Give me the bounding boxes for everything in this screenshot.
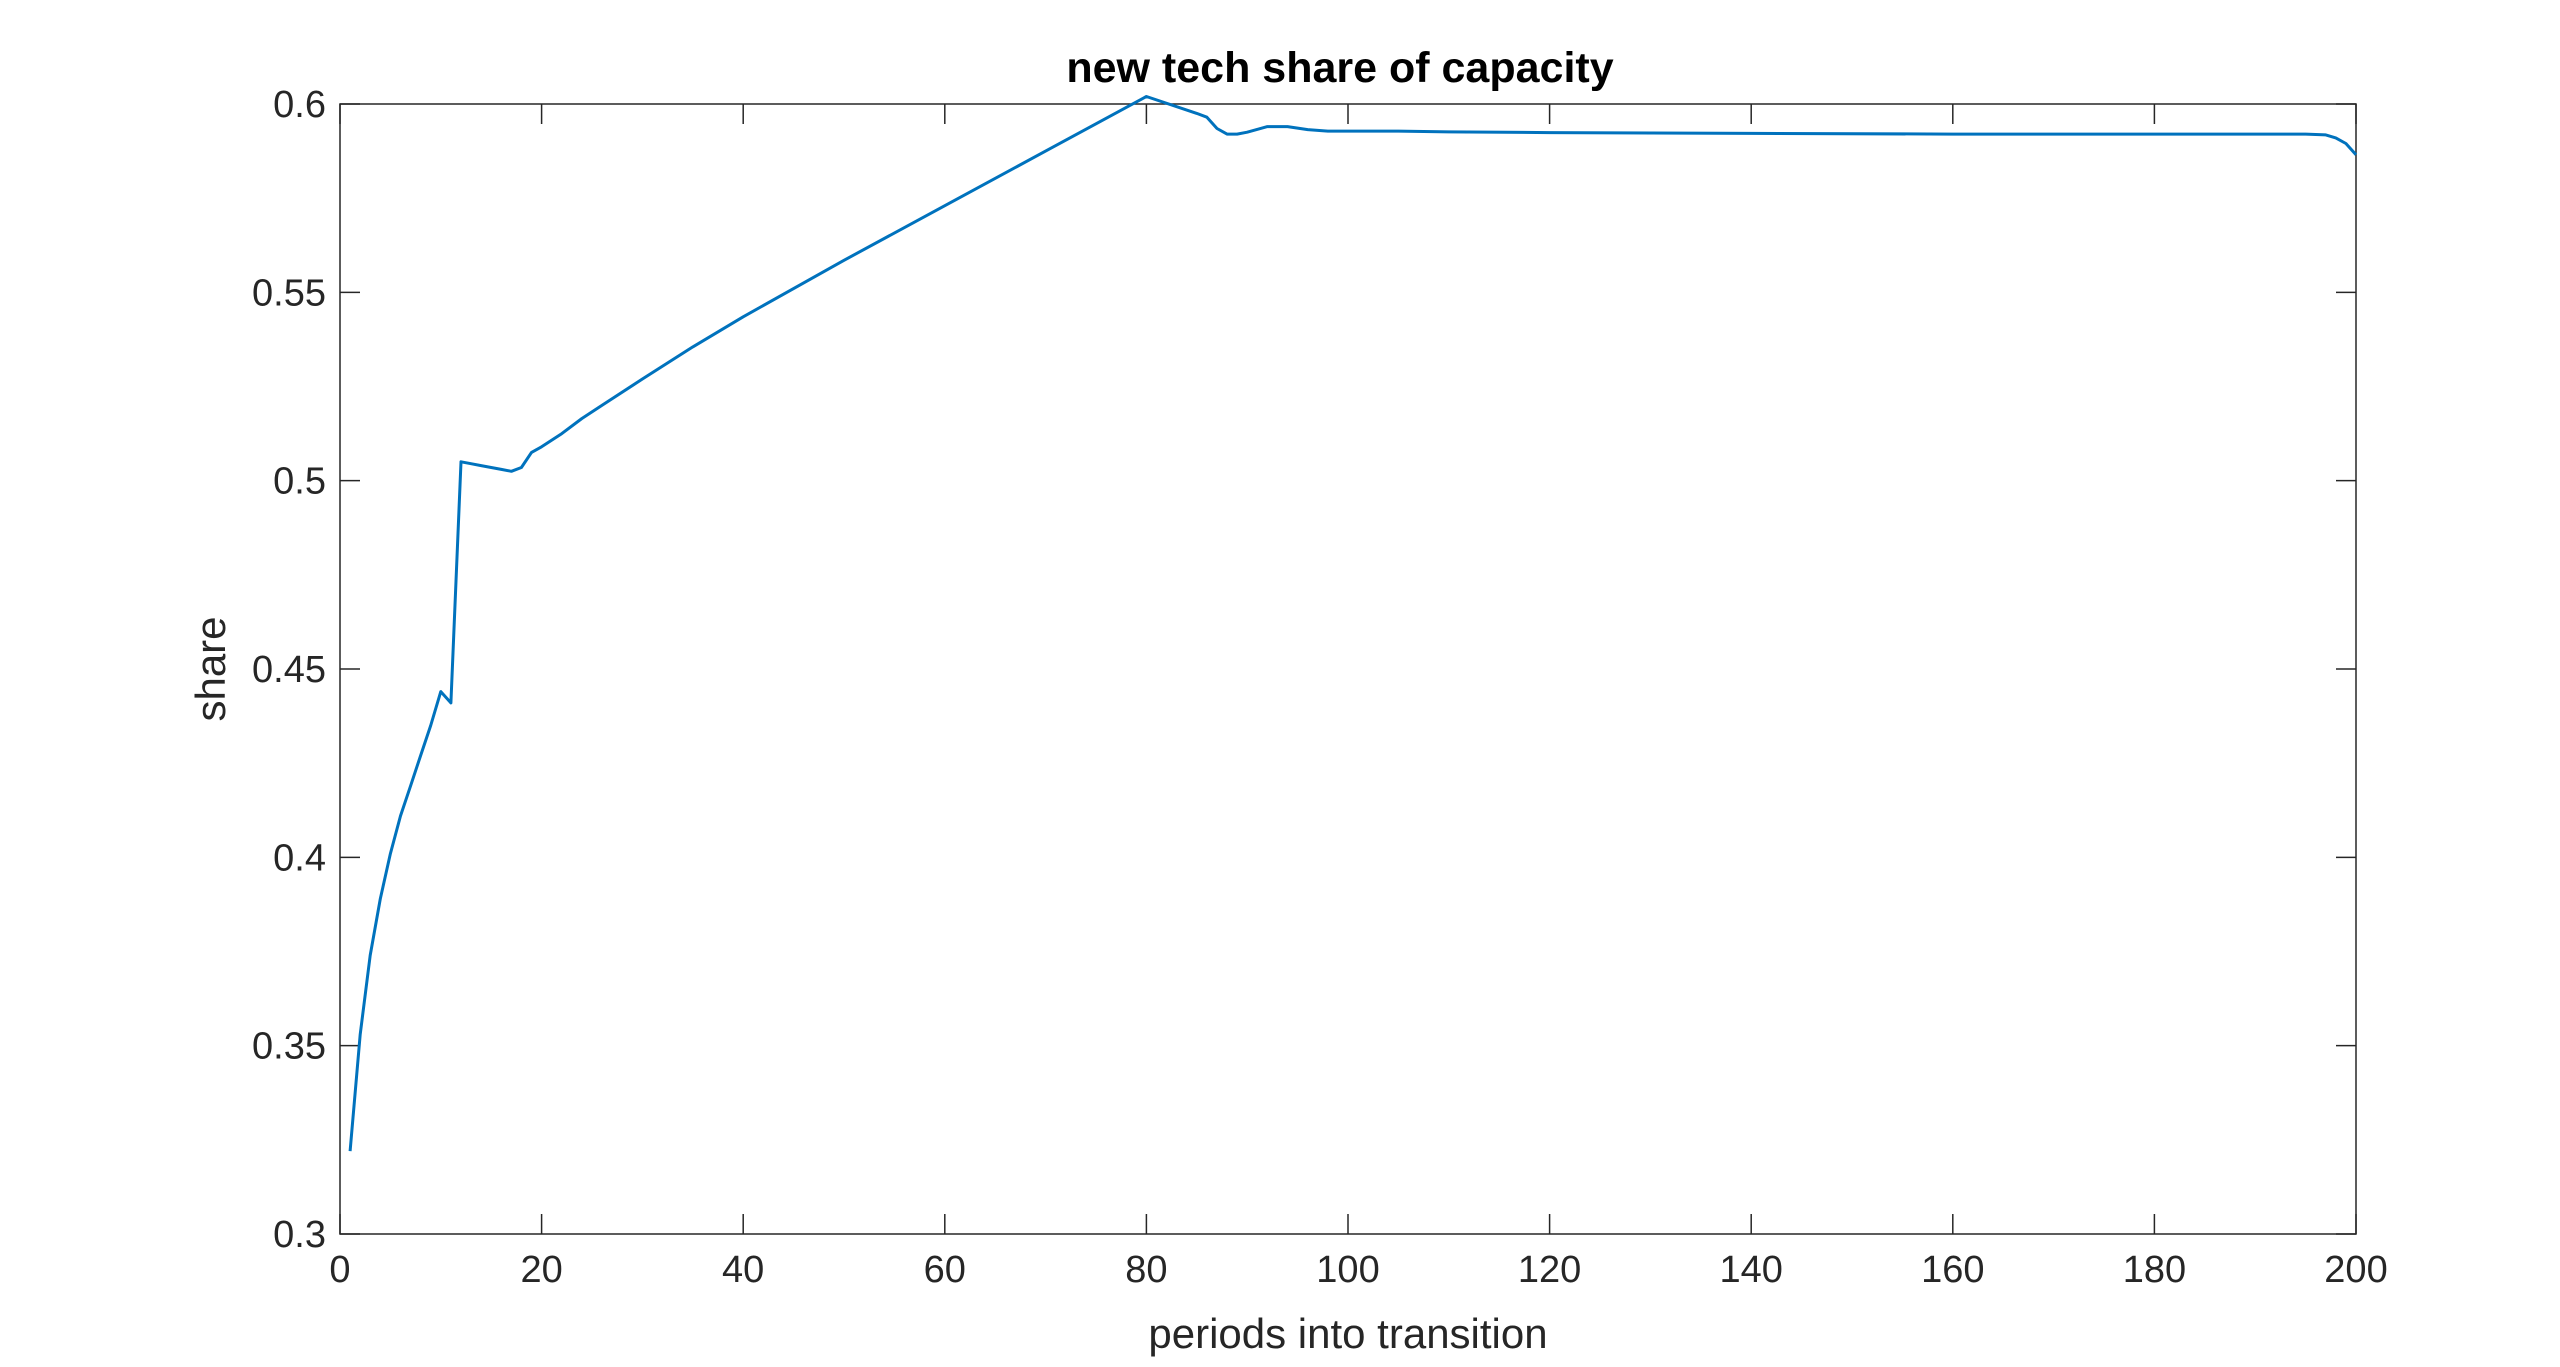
- x-tick-label: 20: [520, 1249, 562, 1291]
- y-axis-label: share: [187, 616, 234, 721]
- y-tick-label: 0.35: [252, 1026, 326, 1068]
- x-tick-label: 120: [1518, 1249, 1581, 1291]
- y-tick-label: 0.6: [273, 84, 326, 126]
- x-tick-label: 80: [1125, 1249, 1167, 1291]
- y-tick-label: 0.55: [252, 272, 326, 314]
- y-tick-label: 0.3: [273, 1214, 326, 1256]
- x-tick-label: 100: [1316, 1249, 1379, 1291]
- x-tick-label: 160: [1921, 1249, 1984, 1291]
- axes: [339, 103, 2357, 1235]
- x-tick-label: 60: [924, 1249, 966, 1291]
- ticks: 0 20 40 60 80 100 120 140 160 180 200 0.3 0.35 0.4 0.4…: [252, 84, 2388, 1291]
- x-axis-label: periods into transition: [1148, 1310, 1547, 1357]
- x-tick-label: 200: [2324, 1249, 2387, 1291]
- x-tick-label: 0: [329, 1249, 350, 1291]
- y-tick-label: 0.5: [273, 461, 326, 503]
- x-tick-label: 40: [722, 1249, 764, 1291]
- series-line: [348, 95, 2358, 1152]
- x-tick-label: 180: [2123, 1249, 2186, 1291]
- y-tick-label: 0.45: [252, 649, 326, 691]
- y-tick-label: 0.4: [273, 837, 326, 879]
- x-tick-label: 140: [1719, 1249, 1782, 1291]
- chart-title: new tech share of capacity: [1066, 44, 1613, 92]
- plot-area: [339, 103, 2357, 1235]
- series-layer: [348, 95, 2358, 1152]
